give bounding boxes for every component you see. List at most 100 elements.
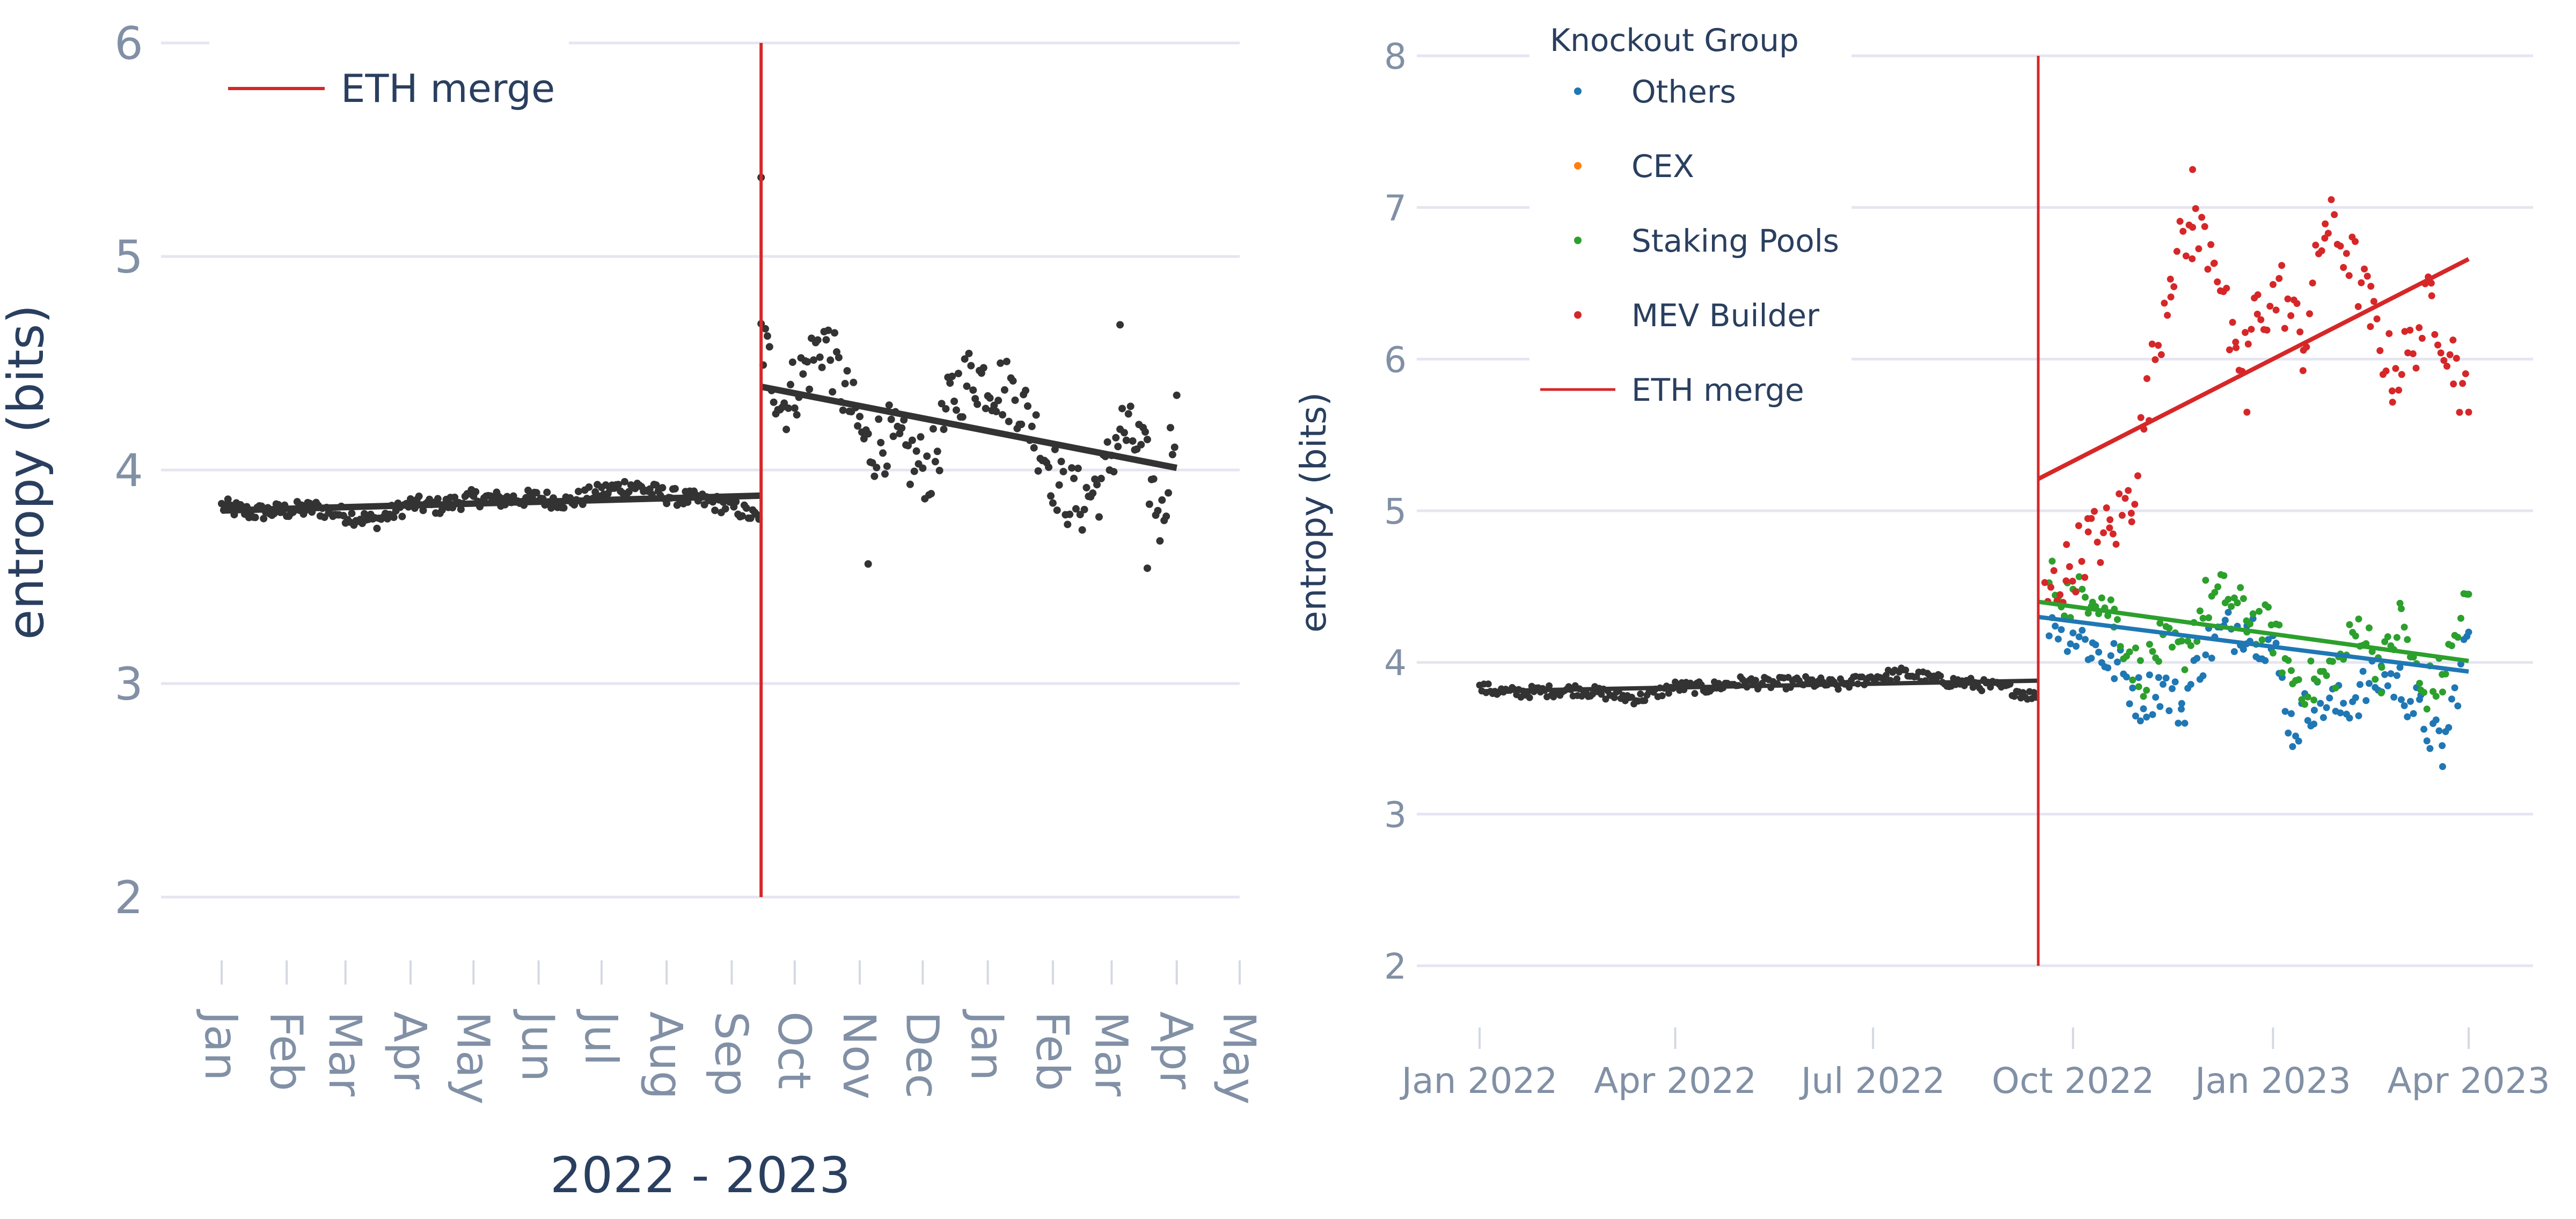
left-point xyxy=(763,332,771,340)
right-point-others xyxy=(2193,655,2201,662)
right-point-others xyxy=(2104,664,2112,672)
left-point xyxy=(948,372,956,380)
right-point-mev-builder xyxy=(2072,588,2080,596)
left-point xyxy=(793,411,801,419)
left-point xyxy=(829,388,837,396)
right-point-others xyxy=(2310,720,2318,728)
right-point-mev-builder xyxy=(2392,365,2399,372)
right-point-mev-builder xyxy=(2211,259,2218,267)
right-point-pre-merge xyxy=(1978,687,1986,694)
right-point-pre-merge xyxy=(1902,666,1909,674)
left-point xyxy=(1002,357,1011,365)
left-point xyxy=(816,353,824,361)
right-point-mev-builder xyxy=(2164,312,2171,319)
right-point-others xyxy=(2317,700,2324,707)
right-point-staking-pools xyxy=(2393,634,2401,641)
right-point-staking-pools xyxy=(2129,676,2136,684)
left-lines xyxy=(221,43,1177,897)
right-point-mev-builder xyxy=(2189,255,2196,262)
left-point xyxy=(908,436,916,444)
left-point xyxy=(1068,464,1076,472)
right-y-axis-label: entropy (bits) xyxy=(1293,392,1334,633)
left-point xyxy=(1032,411,1040,419)
right-point-others xyxy=(2249,615,2257,622)
left-point xyxy=(390,513,398,522)
left-point xyxy=(923,452,931,460)
right-point-mev-builder xyxy=(2412,364,2420,372)
left-point xyxy=(1080,505,1088,513)
right-point-pre-merge xyxy=(1987,684,1994,691)
right-point-staking-pools xyxy=(2081,593,2089,601)
right-point-others xyxy=(2178,700,2185,707)
right-point-mev-builder xyxy=(2063,541,2070,548)
left-point xyxy=(946,379,954,387)
right-point-mev-builder xyxy=(2253,311,2261,318)
right-point-mev-builder xyxy=(2418,335,2426,342)
left-point xyxy=(398,512,406,520)
left-point xyxy=(904,442,912,450)
left-point xyxy=(877,438,885,446)
left-point xyxy=(952,406,960,414)
left-point xyxy=(870,472,879,480)
right-point-staking-pools xyxy=(2329,658,2336,665)
right-point-staking-pools xyxy=(2228,603,2235,610)
right-point-staking-pools xyxy=(2084,610,2092,617)
left-legend: ETH merge xyxy=(209,40,569,111)
right-point-staking-pools xyxy=(2136,657,2144,664)
right-point-others xyxy=(2435,727,2443,735)
right-point-others xyxy=(2240,645,2247,653)
right-point-mev-builder xyxy=(2446,351,2454,358)
right-legend: Knockout Group Others CEX Staking Pools MEV … xyxy=(1529,13,1851,416)
left-point xyxy=(898,424,906,432)
left-x-tick-label: Jul xyxy=(575,1009,627,1066)
right-point-others xyxy=(2152,694,2160,701)
right-point-mev-builder xyxy=(2306,310,2313,318)
left-point xyxy=(997,359,1005,367)
right-point-others xyxy=(2199,672,2207,680)
right-point-others xyxy=(2129,684,2136,692)
right-point-mev-builder xyxy=(2167,293,2175,301)
right-point-mev-builder xyxy=(2254,291,2262,298)
right-point-others xyxy=(2365,680,2373,687)
left-x-tick-label: Sep xyxy=(705,1011,757,1096)
left-x-tick-label: Apr xyxy=(384,1011,436,1090)
left-x-ticks: Jan Feb Mar Apr May Jun Jul Aug Sep Oct Nov Dec Jan F… xyxy=(195,960,1265,1105)
left-x-tick-label: Feb xyxy=(260,1011,312,1091)
right-y-tick-label: 2 xyxy=(1384,946,1407,987)
right-point-mev-builder xyxy=(2116,490,2123,497)
left-y-tick-label: 4 xyxy=(114,444,143,497)
left-point xyxy=(1076,511,1084,519)
right-point-staking-pools xyxy=(2372,675,2379,683)
left-point xyxy=(809,356,817,364)
right-trend-line-staking-pools xyxy=(2038,599,2469,663)
right-point-pre-merge xyxy=(1858,673,1866,681)
right-point-mev-builder xyxy=(2127,510,2135,517)
right-trend-line-pre-merge xyxy=(1479,678,2039,694)
right-point-mev-builder xyxy=(2066,563,2073,570)
left-point xyxy=(711,506,719,515)
right-point-pre-merge xyxy=(1658,692,1666,700)
right-point-staking-pools xyxy=(2352,632,2359,640)
left-point xyxy=(835,354,843,362)
right-point-pre-merge xyxy=(1641,697,1649,704)
left-point xyxy=(1064,520,1072,528)
left-point xyxy=(360,510,368,518)
right-point-staking-pools xyxy=(2416,680,2423,687)
right-point-pre-merge xyxy=(1809,676,1816,684)
right-y-tick-label: 5 xyxy=(1384,491,1407,532)
right-point-mev-builder xyxy=(2050,567,2058,575)
right-point-mev-builder xyxy=(2361,265,2368,273)
right-point-others xyxy=(2178,706,2185,713)
right-point-staking-pools xyxy=(2126,648,2133,656)
left-point xyxy=(1166,424,1174,432)
right-point-mev-builder xyxy=(2340,263,2347,271)
left-point xyxy=(806,385,814,393)
left-point xyxy=(658,484,667,492)
right-point-mev-builder xyxy=(2395,386,2403,394)
right-point-others xyxy=(2404,713,2411,721)
right-x-tick-label: Jan 2022 xyxy=(1400,1060,1558,1101)
left-point xyxy=(614,481,623,489)
left-point xyxy=(1124,410,1132,418)
left-point xyxy=(543,488,551,496)
right-legend-marker-swatch xyxy=(1574,162,1582,170)
